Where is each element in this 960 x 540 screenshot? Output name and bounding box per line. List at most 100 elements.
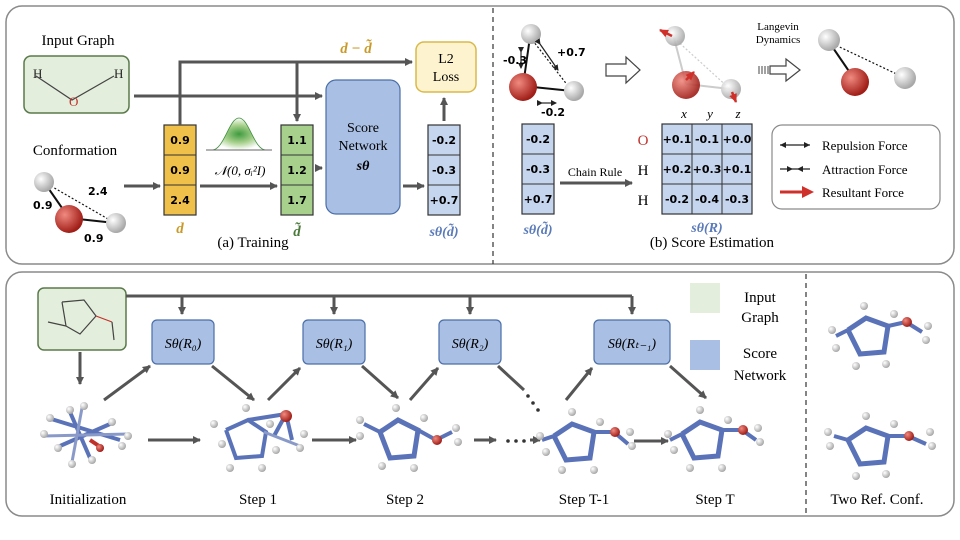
- water-graph: H O H: [33, 66, 123, 109]
- input-graph-label: Input Graph: [42, 33, 115, 49]
- est-input-value: +0.7: [524, 193, 553, 206]
- ellipsis-dot: [531, 401, 535, 405]
- loss-line2: Loss: [433, 70, 459, 85]
- molecule-step1: [210, 404, 308, 472]
- matrix-cell: +0.3: [693, 163, 722, 176]
- arrow-step2-to-score2: [408, 367, 440, 401]
- h-atom-ball: [34, 172, 54, 192]
- score-net-symbol: sθ: [356, 159, 370, 174]
- matrix-row-atom: H: [638, 163, 649, 179]
- matrix-col-header: x: [680, 106, 687, 121]
- score-value: +0.7: [430, 194, 459, 207]
- repulsion-icon: [780, 142, 810, 148]
- arrow-score0-to-step1: [211, 364, 255, 402]
- force-label: -0.2: [541, 106, 565, 119]
- dtilde-value: 1.1: [287, 134, 307, 147]
- legend-input-line2: Graph: [741, 310, 779, 326]
- score-box-label: Sθ(R₁): [316, 337, 353, 352]
- chain-rule-label: Chain Rule: [568, 165, 622, 179]
- molecule-initialization: [40, 402, 132, 468]
- sampling-input-graph: [37, 287, 127, 351]
- legend-score-line1: Score: [743, 346, 777, 362]
- score-output-label: sθ(d̃): [428, 222, 458, 240]
- l2-loss-box: [415, 41, 477, 93]
- diff-label: d − d̃: [340, 39, 372, 57]
- matrix-cell: -0.3: [725, 193, 749, 206]
- score-net-line1: Score: [347, 121, 379, 136]
- graph-atom-h2: H: [114, 66, 123, 81]
- legend-score-swatch: [690, 340, 720, 370]
- reference-conformation-1: [828, 302, 932, 370]
- bottom-panel: [5, 271, 955, 517]
- matrix-col-header: z: [734, 106, 740, 121]
- stripes-icon: [758, 66, 769, 74]
- score-net-line2: Network: [339, 139, 388, 154]
- score-value: -0.2: [432, 134, 456, 147]
- matrix-row-atom: O: [638, 133, 649, 149]
- edge-label: 0.9: [84, 232, 104, 245]
- score-value: -0.3: [432, 164, 456, 177]
- caption-training: (a) Training: [217, 235, 289, 251]
- score-box-label: Sθ(R₂): [452, 337, 489, 352]
- dtilde-value: 1.2: [287, 164, 307, 177]
- step-label-2: Step 2: [386, 492, 424, 508]
- estimation-input-vector: -0.2 -0.3 +0.7: [521, 123, 555, 215]
- edge-label: 0.9: [33, 199, 53, 212]
- ellipsis-dot: [506, 439, 510, 443]
- molecule-stepT1: [536, 408, 636, 474]
- ellipsis-dot: [526, 394, 530, 398]
- score-box-2: [438, 319, 502, 365]
- gaussian-noise-icon: [206, 117, 272, 151]
- d-value: 2.4: [170, 194, 190, 207]
- force-label: -0.3: [503, 54, 527, 67]
- arrow-score1-to-step2: [361, 364, 399, 400]
- langevin-arrow: [769, 57, 801, 83]
- step-label-t1: Step T-1: [559, 492, 609, 508]
- legend-input-swatch: [690, 283, 720, 313]
- matrix-cell: +0.0: [723, 133, 752, 146]
- d-tilde-vector: 1.1 1.2 1.7: [280, 124, 314, 216]
- resultant-icon: [780, 186, 814, 198]
- loss-line1: L2: [438, 52, 454, 67]
- score-network-box: [325, 79, 401, 215]
- matrix-cell: +0.2: [663, 163, 692, 176]
- noise-label: 𝒩(0, σᵢ²I): [215, 163, 266, 178]
- score-matrix: x y z O H H +0.1 -0.1 +0.0 +0.2 +0.3 +0.…: [638, 106, 753, 215]
- matrix-col-header: y: [705, 106, 713, 121]
- cyclopentane-skeleton: [47, 299, 115, 341]
- molecule-stepT: [664, 406, 764, 472]
- legend-repulsion: Repulsion Force: [822, 138, 908, 153]
- est-input-value: -0.2: [526, 133, 550, 146]
- dtilde-value: 1.7: [287, 194, 307, 207]
- h-atom-ball: [106, 213, 126, 233]
- matrix-row-atom: H: [638, 193, 649, 209]
- attraction-icon: [780, 166, 810, 172]
- d-vector: 0.9 0.9 2.4: [163, 124, 197, 216]
- d-tilde-label: d̃: [293, 222, 301, 240]
- ellipsis-dot: [536, 408, 540, 412]
- score-box-1: [302, 319, 366, 365]
- arrow-scoreT-to-stepT: [669, 364, 707, 400]
- d-value: 0.9: [170, 134, 190, 147]
- reference-label: Two Ref. Conf.: [830, 492, 923, 508]
- score-output-vector: -0.2 -0.3 +0.7: [427, 124, 461, 216]
- legend-input-line1: Input: [744, 290, 776, 306]
- graph-atom-h1: H: [33, 66, 42, 81]
- d-label: d: [176, 221, 184, 237]
- langevin-line2: Dynamics: [756, 34, 801, 46]
- arrow-init-to-score0: [103, 364, 151, 402]
- final-molecule: [818, 29, 916, 96]
- conformation-label: Conformation: [33, 143, 118, 159]
- matrix-cell: -0.1: [695, 133, 719, 146]
- step-label-init: Initialization: [50, 492, 127, 508]
- legend-score-line2: Network: [734, 368, 787, 384]
- matrix-cell: +0.1: [663, 133, 692, 146]
- reference-conformation-2: [824, 412, 936, 480]
- caption-estimation: (b) Score Estimation: [650, 235, 775, 251]
- legend-resultant: Resultant Force: [822, 185, 904, 200]
- input-graph-box: [23, 55, 130, 114]
- graph-atom-o: O: [69, 94, 78, 109]
- conformation-molecule: 2.4 0.9 0.9: [33, 172, 126, 245]
- matrix-cell: -0.2: [665, 193, 689, 206]
